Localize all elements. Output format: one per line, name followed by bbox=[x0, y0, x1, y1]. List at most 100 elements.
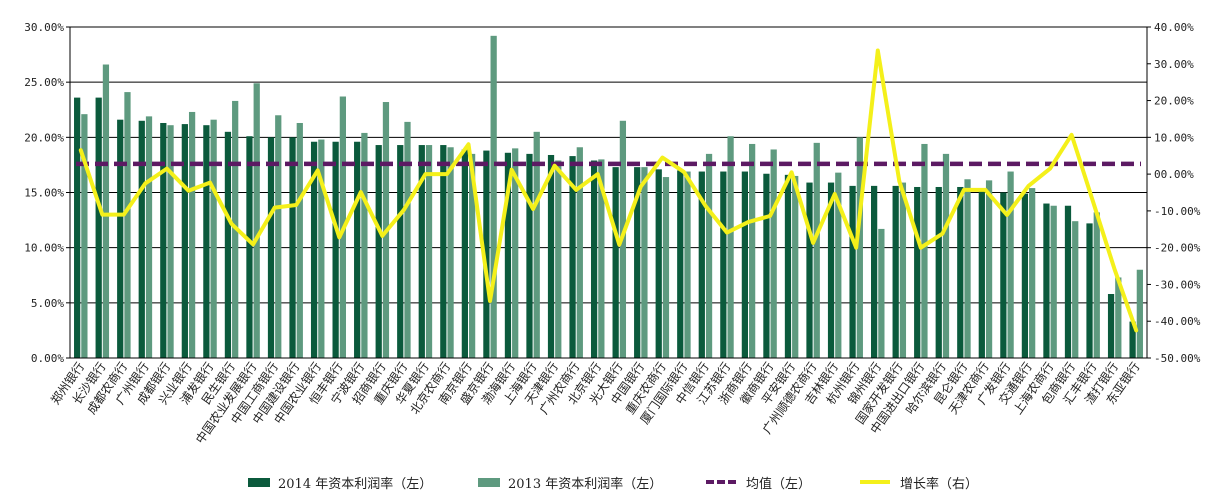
left-axis-ticks: 0.00% 5.00% 10.00% 15.00% 20.00% 25.00% 30.00% bbox=[24, 21, 70, 365]
bar-2014 bbox=[1064, 205, 1072, 358]
bar-2014 bbox=[698, 171, 705, 358]
legend-swatch-2013 bbox=[478, 477, 500, 487]
bar-2014 bbox=[741, 171, 749, 358]
bar-2014 bbox=[117, 119, 124, 359]
series-2013-bars bbox=[81, 35, 1143, 359]
growth-line bbox=[78, 48, 1139, 333]
bar-2014 bbox=[634, 167, 641, 358]
bar-2013 bbox=[899, 182, 907, 358]
bar-2013 bbox=[318, 139, 325, 358]
bar-2014 bbox=[224, 131, 232, 358]
bar-2013 bbox=[727, 136, 734, 358]
bar-2014 bbox=[569, 156, 576, 358]
legend-item-2014: 2014 年资本利润率（左） bbox=[248, 472, 432, 492]
bar-2013 bbox=[598, 159, 605, 358]
bar-2014 bbox=[246, 136, 253, 358]
bar-2013 bbox=[490, 35, 497, 359]
bar-2013 bbox=[749, 143, 756, 358]
bar-2013 bbox=[1072, 221, 1079, 358]
left-tick-label: 0.00% bbox=[31, 352, 64, 365]
bar-2014 bbox=[1107, 294, 1115, 358]
right-tick-label: 40.00% bbox=[1154, 21, 1194, 34]
bar-2014 bbox=[289, 137, 296, 358]
bar-2013 bbox=[792, 175, 799, 358]
bar-2013 bbox=[145, 116, 153, 359]
bar-2014 bbox=[397, 145, 404, 358]
right-tick-label: 00.00% bbox=[1154, 168, 1194, 181]
legend-swatch-2014 bbox=[248, 477, 270, 487]
bar-2014 bbox=[267, 137, 275, 358]
bar-2013 bbox=[447, 147, 454, 358]
bar-2013 bbox=[275, 115, 282, 359]
bar-2014 bbox=[375, 145, 382, 358]
bar-2013 bbox=[641, 167, 648, 358]
bar-2014 bbox=[1129, 321, 1136, 358]
bar-2013 bbox=[425, 145, 433, 358]
bar-2013 bbox=[468, 153, 476, 358]
bar-2014 bbox=[849, 185, 856, 358]
bar-2013 bbox=[210, 119, 217, 359]
bar-2013 bbox=[512, 148, 519, 358]
bar-2014 bbox=[957, 186, 964, 358]
right-tick-label: -10.00% bbox=[1154, 205, 1201, 218]
bar-2014 bbox=[547, 154, 555, 358]
bar-2014 bbox=[138, 120, 145, 359]
bar-2013 bbox=[1050, 205, 1057, 358]
bar-2014 bbox=[440, 145, 447, 358]
right-tick-label: -40.00% bbox=[1154, 315, 1201, 328]
bar-2014 bbox=[181, 124, 188, 359]
bar-2014 bbox=[160, 122, 167, 359]
bar-2013 bbox=[124, 92, 131, 358]
bar-2014 bbox=[1086, 223, 1093, 358]
bar-2013 bbox=[188, 111, 196, 358]
category-labels: 郑州银行长沙银行成都农商行广州银行成都银行兴业银行浦发银行民生银行中国农业发展银… bbox=[47, 359, 1142, 446]
bar-2014 bbox=[827, 182, 835, 358]
right-tick-label: 20.00% bbox=[1154, 95, 1194, 108]
bar-2013 bbox=[878, 228, 885, 358]
bar-2013 bbox=[964, 179, 971, 358]
bar-2014 bbox=[784, 174, 792, 358]
legend-label-growth: 增长率（右） bbox=[900, 476, 979, 492]
bar-2014 bbox=[806, 182, 813, 358]
bar-2013 bbox=[1136, 269, 1143, 358]
bar-2014 bbox=[914, 186, 921, 358]
bar-2013 bbox=[856, 137, 863, 358]
bar-2014 bbox=[1000, 192, 1007, 358]
bar-2013 bbox=[1007, 171, 1014, 358]
bar-2013 bbox=[81, 114, 88, 358]
bar-2014 bbox=[461, 149, 468, 358]
bar-2014 bbox=[1021, 193, 1029, 358]
bar-2014 bbox=[203, 125, 210, 359]
bar-2014 bbox=[978, 188, 985, 358]
right-tick-label: 10.00% bbox=[1154, 131, 1194, 144]
bar-2013 bbox=[361, 132, 368, 358]
bar-2013 bbox=[705, 153, 713, 358]
bar-2014 bbox=[590, 160, 598, 358]
bar-2014 bbox=[526, 153, 533, 358]
left-tick-label: 30.00% bbox=[24, 21, 64, 34]
bar-2013 bbox=[835, 172, 842, 358]
series-2014-bars bbox=[74, 97, 1136, 359]
bar-2014 bbox=[677, 170, 684, 358]
legend-swatch-growth bbox=[860, 480, 890, 484]
bar-2014 bbox=[332, 141, 339, 358]
bar-2014 bbox=[354, 141, 361, 358]
legend-item-mean: 均值（左） bbox=[706, 472, 811, 492]
right-tick-label: -30.00% bbox=[1154, 278, 1201, 291]
growth-line-path bbox=[78, 48, 1139, 333]
legend: 2014 年资本利润率（左） 2013 年资本利润率（左） 均值（左） 增长率（… bbox=[0, 472, 1223, 494]
bar-2014 bbox=[483, 150, 490, 358]
right-tick-label: -50.00% bbox=[1154, 352, 1201, 365]
bar-2013 bbox=[576, 147, 583, 358]
bar-2013 bbox=[684, 171, 691, 358]
bar-2014 bbox=[720, 171, 727, 358]
right-tick-label: -20.00% bbox=[1154, 242, 1201, 255]
bar-2013 bbox=[985, 180, 993, 358]
bar-2014 bbox=[935, 186, 942, 358]
bar-2014 bbox=[892, 185, 899, 358]
bar-2013 bbox=[942, 153, 950, 358]
bar-2013 bbox=[662, 177, 670, 358]
bar-2013 bbox=[253, 83, 260, 359]
bar-2013 bbox=[404, 121, 411, 359]
